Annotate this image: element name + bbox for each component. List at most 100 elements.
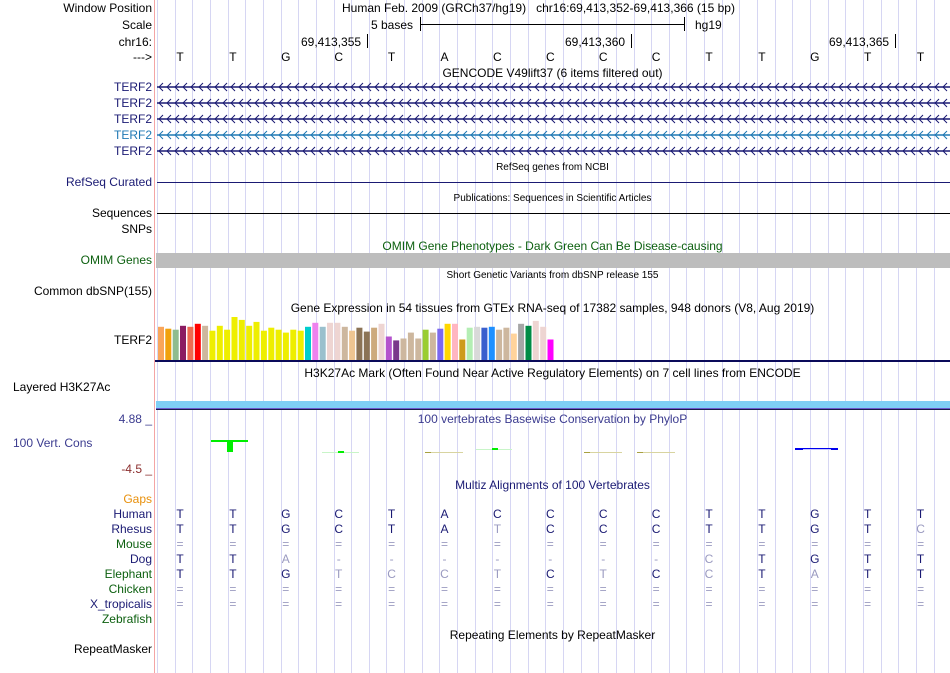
gencode-transcript[interactable] — [157, 82, 950, 92]
alignment-base: = — [335, 597, 343, 611]
refseq-gene-line[interactable] — [157, 182, 950, 183]
species-label[interactable]: Zebrafish — [101, 612, 152, 626]
sequences-label[interactable]: Sequences — [91, 206, 152, 220]
strand-arrow-icon — [446, 98, 452, 108]
strand-arrow-icon — [174, 130, 180, 140]
repeatmasker-label[interactable]: RepeatMasker — [73, 642, 152, 656]
base-letter: G — [810, 50, 820, 64]
gtex-title[interactable]: Gene Expression in 54 tissues from GTEx … — [290, 301, 815, 315]
gtex-tissue-bar — [282, 332, 289, 360]
strand-arrow-icon — [206, 98, 212, 108]
multiz-title[interactable]: Multiz Alignments of 100 Vertebrates — [455, 478, 650, 492]
strand-arrow-icon — [414, 114, 420, 124]
strand-arrow-icon — [198, 146, 204, 156]
gencode-transcript[interactable] — [157, 146, 950, 156]
gencode-transcript[interactable] — [157, 114, 950, 124]
alignment-base: C — [334, 522, 344, 536]
species-label[interactable]: X_tropicalis — [89, 597, 152, 611]
strand-arrow-icon — [678, 130, 684, 140]
phylop-label[interactable]: 100 Vert. Cons — [13, 436, 93, 450]
strand-arrow-icon — [382, 130, 388, 140]
strand-arrow-icon — [702, 146, 708, 156]
strand-arrow-icon — [294, 114, 300, 124]
strand-arrow-icon — [166, 130, 172, 140]
strand-arrow-icon — [326, 114, 332, 124]
strand-arrow-icon — [358, 82, 364, 92]
omim-gene-bar[interactable] — [156, 253, 950, 268]
phylop-title[interactable]: 100 vertebrates Basewise Conservation by… — [417, 412, 688, 426]
species-label[interactable]: Mouse — [115, 537, 152, 551]
gtex-tissue-bar — [341, 326, 348, 360]
gtex-tissue-bar — [356, 327, 363, 360]
species-label[interactable]: Chicken — [108, 582, 152, 596]
strand-arrow-icon — [750, 146, 756, 156]
gencode-item-label[interactable]: TERF2 — [113, 112, 152, 126]
species-label[interactable]: Rhesus — [111, 522, 152, 536]
strand-arrow-icon — [414, 146, 420, 156]
strand-arrow-icon — [726, 82, 732, 92]
species-label[interactable]: Elephant — [104, 567, 152, 581]
gtex-tissue-bar — [532, 320, 539, 360]
dbsnp-label[interactable]: Common dbSNP(155) — [33, 284, 152, 298]
strand-arrow-icon — [382, 146, 388, 156]
strand-arrow-icon — [302, 146, 308, 156]
strand-arrow-icon — [550, 98, 556, 108]
h3k27ac-label[interactable]: Layered H3K27Ac — [13, 380, 111, 394]
strand-arrow-icon — [214, 82, 220, 92]
dbsnp-title[interactable]: Short Genetic Variants from dbSNP releas… — [446, 270, 659, 281]
strand-arrow-icon — [918, 98, 924, 108]
strand-arrow-icon — [230, 82, 236, 92]
repeatmasker-title[interactable]: Repeating Elements by RepeatMasker — [449, 628, 656, 642]
alignment-base: T — [176, 567, 184, 581]
omim-label[interactable]: OMIM Genes — [80, 253, 152, 267]
strand-arrow-icon — [670, 82, 676, 92]
publications-line[interactable] — [157, 213, 950, 214]
species-label[interactable]: Human — [113, 507, 152, 521]
alignment-base: = — [546, 537, 554, 551]
strand-arrow-icon — [478, 114, 484, 124]
alignment-base: = — [652, 582, 660, 596]
gencode-transcript[interactable] — [157, 98, 950, 108]
base-letter: T — [705, 50, 713, 64]
base-letter: C — [334, 50, 344, 64]
gtex-bar-chart[interactable] — [155, 312, 950, 364]
strand-arrow-icon — [406, 114, 412, 124]
gencode-title[interactable]: GENCODE V49lift37 (6 items filtered out) — [442, 66, 663, 80]
strand-arrow-icon — [230, 130, 236, 140]
omim-title[interactable]: OMIM Gene Phenotypes - Dark Green Can Be… — [382, 239, 723, 253]
alignment-base: T — [916, 507, 925, 521]
strand-arrow-icon — [814, 146, 820, 156]
alignment-base: = — [917, 597, 925, 611]
alignment-base: T — [176, 522, 184, 536]
strand-arrow-icon — [294, 98, 300, 108]
strand-arrow-icon — [742, 98, 748, 108]
publications-title[interactable]: Publications: Sequences in Scientific Ar… — [453, 193, 652, 204]
strand-arrow-icon — [630, 98, 636, 108]
gaps-label[interactable]: Gaps — [123, 492, 152, 506]
refseq-label[interactable]: RefSeq Curated — [65, 175, 152, 189]
gencode-item-label[interactable]: TERF2 — [113, 144, 152, 158]
gtex-tissue-bar — [415, 338, 422, 360]
strand-arrow-icon — [766, 82, 772, 92]
refseq-title[interactable]: RefSeq genes from NCBI — [496, 162, 609, 173]
gencode-item-label[interactable]: TERF2 — [113, 128, 152, 142]
strand-arrow-icon — [910, 114, 916, 124]
snps-label[interactable]: SNPs — [121, 222, 152, 236]
h3k27ac-title[interactable]: H3K27Ac Mark (Often Found Near Active Re… — [304, 366, 801, 380]
gencode-item-label[interactable]: TERF2 — [113, 96, 152, 110]
strand-arrow-icon — [862, 114, 868, 124]
gencode-transcript[interactable] — [157, 130, 950, 140]
strand-arrow-icon — [278, 130, 284, 140]
strand-arrow-icon — [694, 82, 700, 92]
strand-arrow-icon — [750, 82, 756, 92]
assembly-title: Human Feb. 2009 (GRCh37/hg19) chr16:69,4… — [342, 1, 735, 15]
species-label[interactable]: Dog — [129, 552, 152, 566]
gencode-item-label[interactable]: TERF2 — [113, 80, 152, 94]
strand-arrow-icon — [310, 98, 316, 108]
alignment-base: T — [493, 522, 502, 536]
base-letter: T — [229, 50, 237, 64]
phylop-plot[interactable] — [155, 425, 950, 470]
gtex-label[interactable]: TERF2 — [113, 333, 152, 347]
strand-arrow-icon — [238, 98, 244, 108]
strand-arrow-icon — [166, 146, 172, 156]
